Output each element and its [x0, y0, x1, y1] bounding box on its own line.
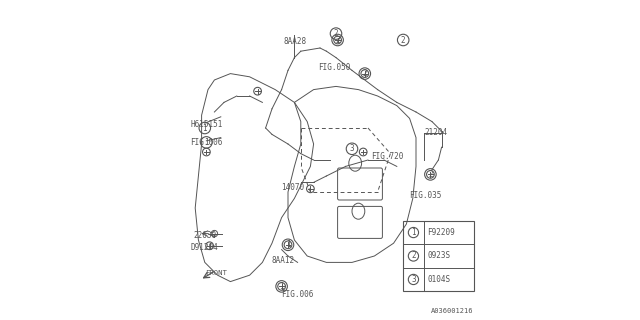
Text: D91204: D91204 [191, 244, 218, 252]
Text: A036001216: A036001216 [431, 308, 474, 314]
Text: 1: 1 [411, 228, 416, 237]
Text: 3: 3 [349, 144, 355, 153]
Text: 2: 2 [411, 252, 416, 260]
Text: 1: 1 [285, 240, 291, 249]
Text: 0104S: 0104S [428, 275, 451, 284]
Text: 1: 1 [279, 282, 284, 291]
Text: FIG.050: FIG.050 [319, 63, 351, 72]
Text: FIG.035: FIG.035 [410, 191, 442, 200]
Text: 0923S: 0923S [428, 252, 451, 260]
Text: 8AA12: 8AA12 [272, 256, 295, 265]
Text: 2: 2 [362, 69, 367, 78]
Text: 8AA28: 8AA28 [283, 37, 307, 46]
Text: FIG.006: FIG.006 [282, 290, 314, 299]
Text: 1: 1 [202, 124, 207, 132]
Text: F92209: F92209 [428, 228, 455, 237]
Text: 2: 2 [333, 29, 339, 38]
Text: 2: 2 [335, 36, 340, 44]
Text: 2: 2 [428, 170, 433, 179]
Text: FIG.720: FIG.720 [371, 152, 404, 161]
Text: 1: 1 [204, 138, 209, 147]
Text: 2: 2 [401, 36, 406, 44]
Text: FIG.006: FIG.006 [191, 138, 223, 147]
Text: 21204: 21204 [424, 128, 447, 137]
Text: 14070: 14070 [282, 183, 305, 192]
Text: FRONT: FRONT [205, 270, 227, 276]
Text: H615151: H615151 [191, 120, 223, 129]
Text: 22630: 22630 [193, 231, 217, 240]
Text: 3: 3 [411, 275, 416, 284]
